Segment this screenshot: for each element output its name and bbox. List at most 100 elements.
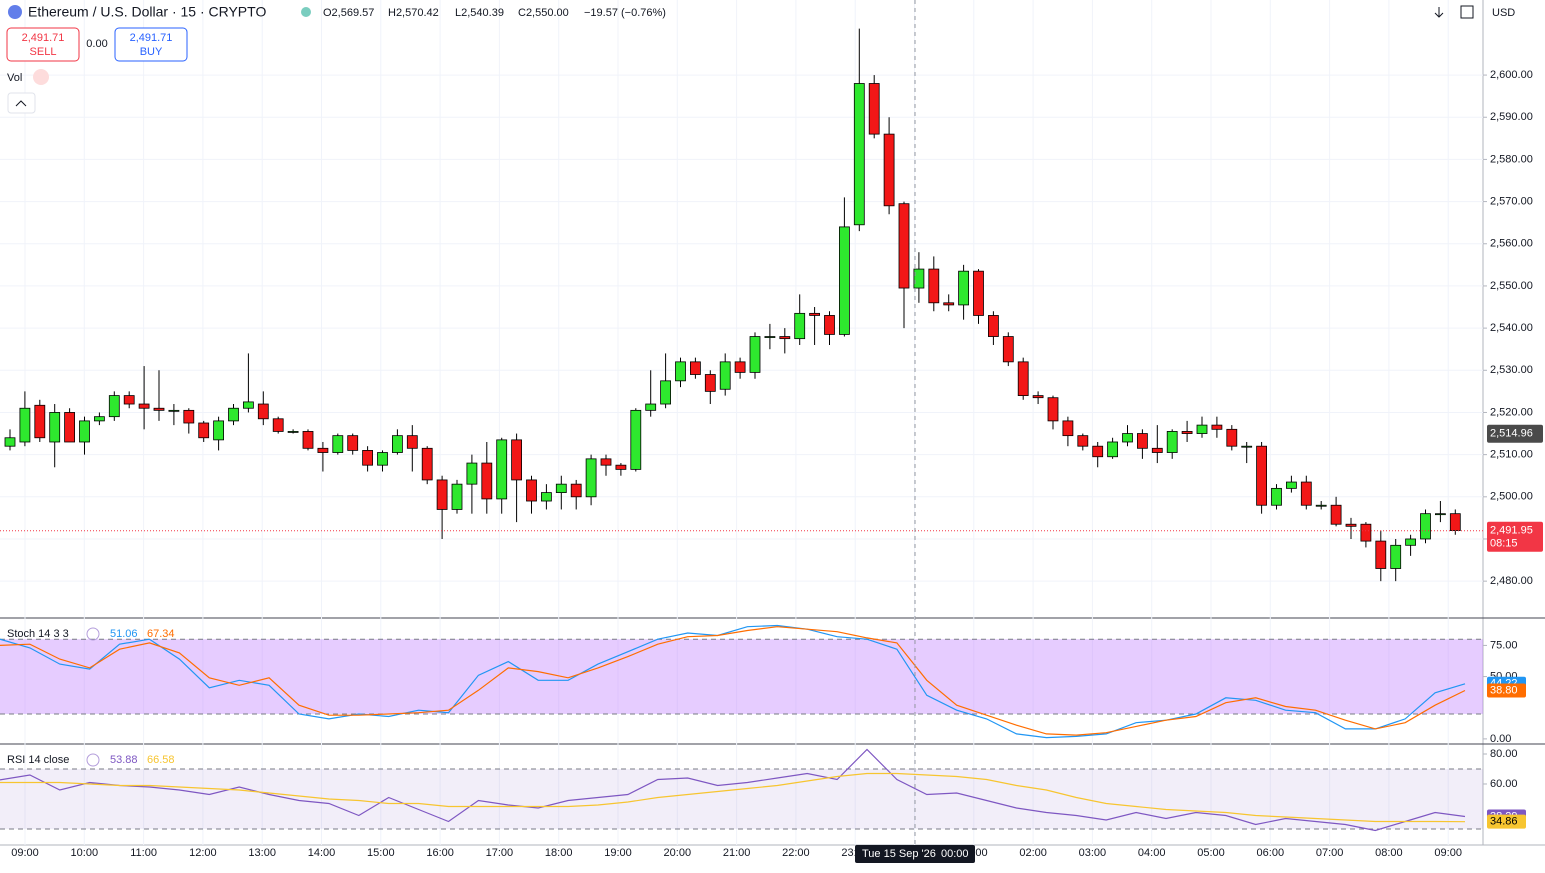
x-tick-label: 20:00 [664, 847, 692, 859]
candle-body [347, 435, 359, 451]
ohlc-value: C2,550.00 [518, 7, 569, 19]
candle-body [1211, 424, 1223, 430]
candle-body [824, 315, 835, 335]
candle-body [1241, 445, 1253, 448]
candle-body [585, 458, 597, 498]
candle-body [94, 416, 105, 422]
candle-body [1375, 540, 1387, 569]
candle-body [690, 361, 701, 375]
x-tick-label: 08:00 [1375, 847, 1403, 859]
y-tick-label: 2,590.00 [1490, 111, 1533, 123]
indicator-band [0, 768, 1483, 829]
x-tick-label: 09:00 [11, 847, 39, 859]
candle-body [1435, 513, 1446, 516]
candle-body [49, 412, 61, 443]
indicator-line [0, 624, 1466, 739]
countdown-label: 08:15 [1490, 538, 1518, 550]
candle-body [1122, 433, 1133, 443]
crosshair-date: Tue 15 Sep '26 [862, 848, 936, 860]
collapse-button[interactable] [7, 92, 36, 114]
candle-body [704, 374, 716, 392]
candle-body [555, 483, 567, 493]
candle-body [764, 336, 776, 338]
candle-body [168, 409, 180, 412]
x-tick-label: 17:00 [486, 847, 514, 859]
buy-price: 2,491.71 [130, 32, 173, 44]
candle-body [958, 270, 969, 306]
ohlc-value: H2,570.42 [388, 7, 439, 19]
legend-value: 53.88 [110, 754, 138, 766]
settings-icon[interactable] [86, 627, 100, 641]
candle-body [1449, 513, 1461, 531]
candle-body [377, 452, 388, 466]
download-icon [1434, 7, 1444, 18]
candle-body [287, 431, 299, 433]
indicator-band [0, 639, 1483, 714]
y-tick-label: 2,510.00 [1490, 449, 1533, 461]
value-label: 34.86 [1490, 816, 1518, 828]
screenshot-icon [1460, 5, 1474, 19]
candle-body [1002, 336, 1014, 363]
crosshair-price-box [1487, 424, 1543, 443]
y-tick-label: 0.00 [1490, 733, 1511, 745]
candle-body [749, 336, 761, 373]
volume-label: Vol [7, 72, 22, 84]
sell-label: SELL [30, 46, 57, 58]
candle-body [883, 133, 895, 207]
candle-body [4, 437, 16, 447]
y-tick-label: 2,520.00 [1490, 406, 1533, 418]
currency-button[interactable] [1486, 2, 1542, 24]
candle-body [734, 361, 746, 373]
candle-body [988, 315, 999, 337]
currency: USD [1492, 7, 1515, 19]
candle-body [794, 312, 806, 340]
candle-body [1256, 445, 1267, 506]
x-tick-label: 19:00 [604, 847, 632, 859]
candle-body [228, 407, 239, 422]
candle-body [421, 447, 433, 481]
candle-body [332, 435, 344, 453]
candle-body [34, 404, 46, 439]
sell-button[interactable] [6, 27, 80, 62]
y-tick-label: 2,600.00 [1490, 69, 1533, 81]
y-tick-label: 2,560.00 [1490, 238, 1533, 250]
x-tick-label: 14:00 [308, 847, 336, 859]
y-tick-label: 80.00 [1490, 748, 1518, 760]
candle-body [928, 268, 940, 304]
candle-body [481, 462, 493, 500]
settings-icon[interactable] [86, 753, 100, 767]
candle-body [809, 312, 820, 316]
candle-body [272, 418, 284, 432]
x-tick-label: 05:00 [1197, 847, 1225, 859]
volume-warning [33, 69, 49, 85]
candle-body [1077, 435, 1089, 447]
candle-body [362, 450, 374, 466]
candle-body [436, 479, 448, 510]
candle-body [1196, 424, 1208, 434]
candle-body [1137, 433, 1148, 449]
candle-body [317, 447, 329, 453]
x-tick-label: 07:00 [1316, 847, 1344, 859]
candle-body [913, 268, 925, 289]
crosshair-time-box [855, 845, 975, 863]
candle-body [511, 439, 523, 481]
candle-body [839, 226, 850, 335]
candle-body [153, 407, 165, 411]
candle-body [660, 380, 671, 405]
candle-body [1226, 428, 1238, 447]
x-tick-label: 10:00 [71, 847, 99, 859]
x-tick-label: 09:00 [1434, 847, 1462, 859]
y-tick-label: 2,500.00 [1490, 491, 1533, 503]
buy-button[interactable] [114, 27, 188, 62]
candle-body [719, 361, 731, 390]
candle-body [1032, 395, 1044, 399]
candle-body [1151, 447, 1163, 453]
value-label: 38.80 [1490, 684, 1518, 696]
crosshair-time: 00:00 [941, 848, 969, 860]
y-tick-label: 2,530.00 [1490, 364, 1533, 376]
candle-body [391, 435, 403, 453]
candle-body [526, 479, 537, 502]
candle-body [1315, 504, 1327, 507]
buy-label: BUY [140, 46, 163, 58]
candle-body [570, 483, 582, 498]
